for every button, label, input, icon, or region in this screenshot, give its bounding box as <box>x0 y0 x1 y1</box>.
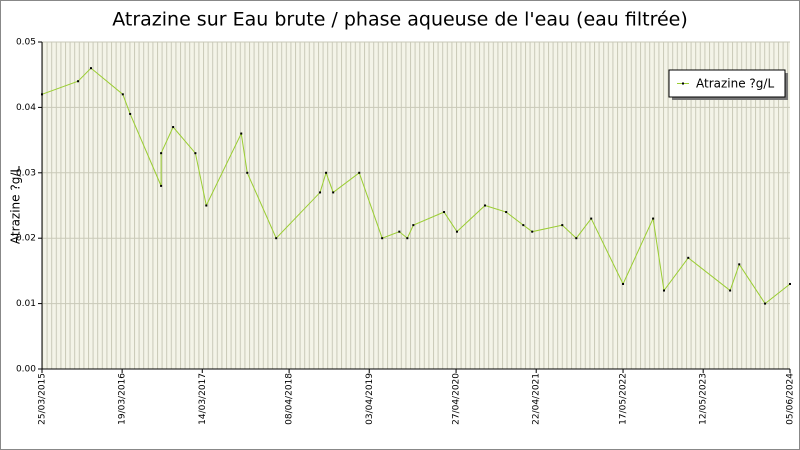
y-tick-label: 0.05 <box>16 38 36 48</box>
minor-grid <box>42 42 790 369</box>
data-point <box>275 237 278 240</box>
y-axis-label: Atrazine ?g/L <box>9 166 23 244</box>
data-point <box>240 132 243 135</box>
chart-title: Atrazine sur Eau brute / phase aqueuse d… <box>112 9 688 31</box>
data-point <box>381 237 384 240</box>
data-point <box>622 282 625 285</box>
legend-marker <box>682 82 684 85</box>
data-point <box>319 191 322 194</box>
y-tick-label: 0.03 <box>16 168 36 178</box>
data-point <box>687 256 690 259</box>
data-point <box>662 289 665 292</box>
x-tick-label: 05/06/2024 <box>786 373 796 425</box>
data-point <box>406 237 409 240</box>
x-tick-label: 27/04/2020 <box>452 373 462 425</box>
data-point <box>522 224 525 227</box>
data-point <box>358 171 361 174</box>
data-point <box>41 93 43 96</box>
x-tick-label: 14/03/2017 <box>198 373 208 425</box>
legend: Atrazine ?g/L <box>668 69 788 100</box>
x-tick-label: 19/03/2016 <box>118 373 128 425</box>
data-point <box>575 237 578 240</box>
data-point <box>484 204 487 207</box>
data-line <box>41 67 791 305</box>
data-point <box>325 171 328 174</box>
data-point <box>246 171 249 174</box>
data-point <box>738 263 741 266</box>
data-point <box>789 282 791 285</box>
data-point <box>561 224 564 227</box>
data-point <box>121 93 124 96</box>
x-tick-label: 12/05/2023 <box>699 373 709 425</box>
x-tick-label: 17/05/2022 <box>619 373 629 425</box>
data-point <box>531 230 534 233</box>
data-point <box>77 80 80 83</box>
data-point <box>129 112 132 115</box>
x-tick-label: 08/04/2018 <box>285 373 295 425</box>
data-point <box>205 204 208 207</box>
data-point <box>332 191 335 194</box>
data-point <box>455 230 458 233</box>
data-point <box>505 211 508 214</box>
data-point <box>160 184 163 187</box>
x-tick-label: 25/03/2015 <box>38 373 48 425</box>
data-point <box>443 211 446 214</box>
y-tick-label: 0.04 <box>16 103 36 113</box>
data-point <box>412 224 415 227</box>
data-point <box>172 126 175 129</box>
x-tick-label: 03/04/2019 <box>365 373 375 425</box>
data-point <box>652 217 655 220</box>
y-tick-label: 0.00 <box>16 365 36 375</box>
data-point <box>160 152 163 155</box>
data-point <box>398 230 401 233</box>
data-point <box>89 67 92 70</box>
data-point <box>764 302 767 305</box>
legend-label: Atrazine ?g/L <box>696 77 774 91</box>
y-tick-label: 0.02 <box>16 234 36 244</box>
data-point <box>590 217 593 220</box>
y-tick-label: 0.01 <box>16 299 36 309</box>
x-tick-label: 22/04/2021 <box>532 373 542 425</box>
data-point <box>194 152 197 155</box>
data-point <box>729 289 732 292</box>
